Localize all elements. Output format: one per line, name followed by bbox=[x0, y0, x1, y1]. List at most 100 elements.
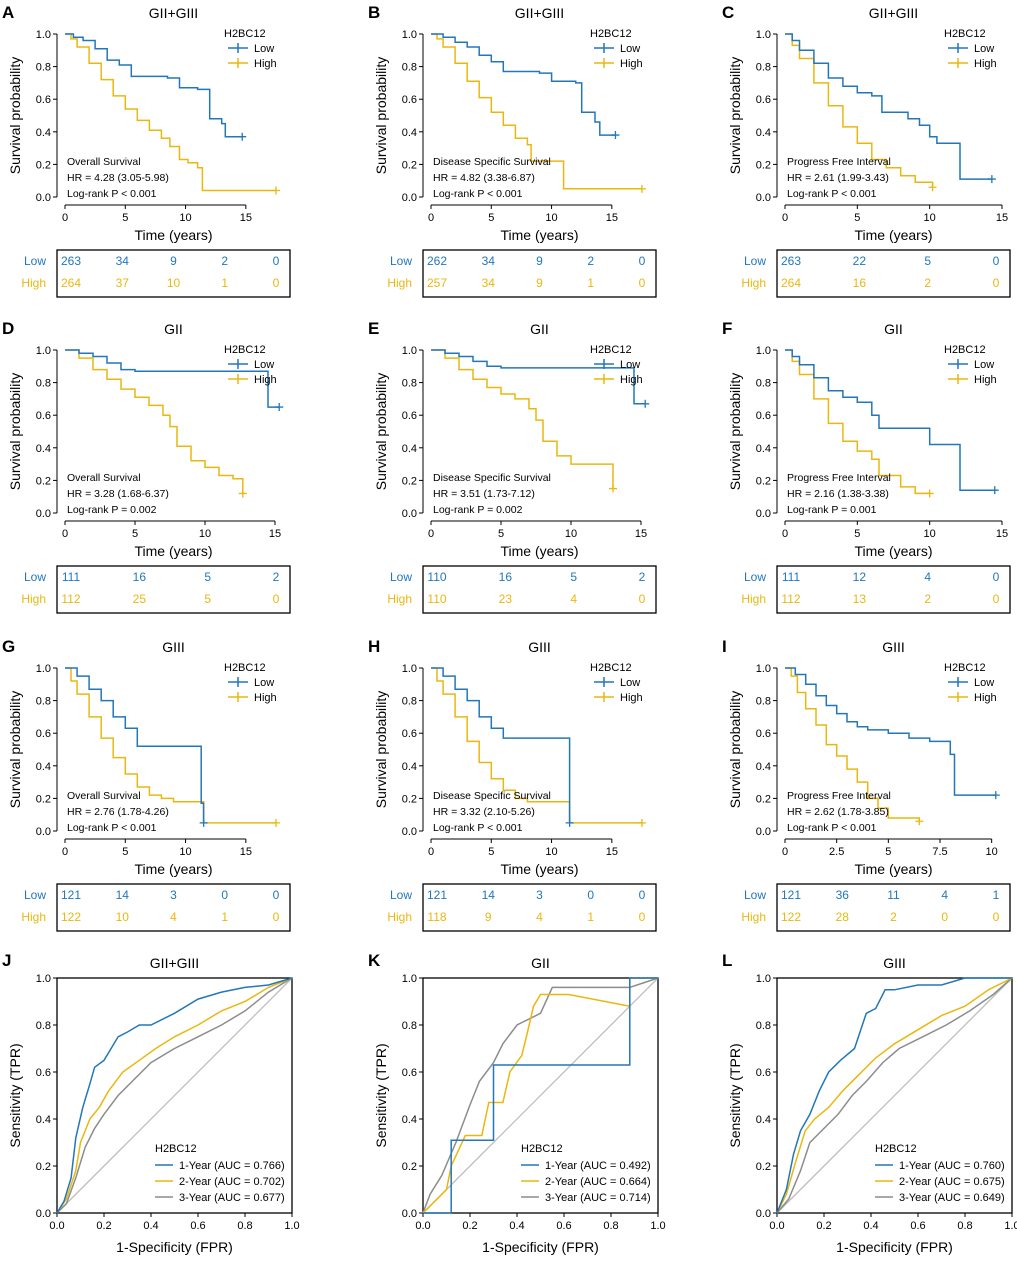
legend-label: 3-Year (AUC = 0.677) bbox=[179, 1192, 285, 1204]
risk-count-low: 3 bbox=[536, 888, 543, 902]
y-tick-label: 1.0 bbox=[402, 345, 417, 357]
stat-name: Overall Survival bbox=[67, 472, 141, 484]
stat-hr: HR = 2.61 (1.99-3.43) bbox=[787, 172, 889, 184]
risk-count-high: 264 bbox=[781, 276, 801, 290]
x-tick-label: 15 bbox=[240, 212, 252, 224]
x-tick-label: 0 bbox=[428, 528, 434, 540]
risk-count-low: 0 bbox=[221, 888, 228, 902]
panel-title: GIII bbox=[882, 639, 905, 655]
risk-count-high: 2 bbox=[924, 592, 931, 606]
y-tick-label: 0.6 bbox=[402, 94, 417, 106]
risk-count-low: 5 bbox=[570, 570, 577, 584]
censor-mark bbox=[238, 132, 247, 141]
risk-row-label-high: High bbox=[387, 592, 412, 606]
risk-count-high: 9 bbox=[536, 276, 543, 290]
risk-count-high: 0 bbox=[273, 592, 280, 606]
risk-row-label-low: Low bbox=[24, 888, 46, 902]
legend-swatch bbox=[594, 359, 614, 369]
stat-hr: HR = 4.82 (3.38-6.87) bbox=[433, 172, 535, 184]
x-tick-label: 0 bbox=[782, 528, 788, 540]
x-tick-label: 15 bbox=[606, 212, 618, 224]
stat-name: Progress Free Interval bbox=[787, 472, 891, 484]
risk-count-low: 2 bbox=[273, 570, 280, 584]
km-panel-e: E GII 0.0 0.2 0.4 0.6 0.8 1.0 0 5 10 15 Time (years)… bbox=[368, 319, 657, 614]
legend-title: H2BC12 bbox=[590, 662, 632, 674]
stat-pval: Log-rank P < 0.001 bbox=[787, 822, 877, 834]
legend-label: 3-Year (AUC = 0.649) bbox=[899, 1192, 1005, 1204]
x-axis-label: 1-Specificity (FPR) bbox=[116, 1239, 233, 1255]
panel-title: GII+GIII bbox=[869, 5, 918, 21]
panel-letter: D bbox=[2, 319, 14, 338]
stat-hr: HR = 2.16 (1.38-3.38) bbox=[787, 488, 889, 500]
legend-label: High bbox=[974, 58, 997, 70]
panel-title: GII bbox=[884, 321, 903, 337]
risk-row-label-high: High bbox=[741, 910, 766, 924]
x-tick-label: 10 bbox=[986, 846, 998, 858]
roc-curve-1-year bbox=[56, 977, 293, 1214]
panel-letter: F bbox=[722, 319, 732, 338]
risk-count-low: 0 bbox=[639, 888, 646, 902]
stat-pval: Log-rank P < 0.001 bbox=[67, 822, 157, 834]
panel-letter: I bbox=[722, 637, 727, 656]
legend-title: H2BC12 bbox=[590, 344, 632, 356]
risk-count-low: 22 bbox=[853, 254, 867, 268]
plot-frame bbox=[422, 977, 659, 1214]
x-tick-label: 15 bbox=[996, 212, 1008, 224]
y-tick-label: 0.6 bbox=[756, 94, 771, 106]
risk-row-label-low: Low bbox=[390, 254, 412, 268]
stat-name: Overall Survival bbox=[67, 156, 141, 168]
risk-count-high: 122 bbox=[61, 910, 81, 924]
y-tick-label: 1.0 bbox=[756, 29, 771, 41]
x-tick-label: 0 bbox=[782, 846, 788, 858]
y-tick-label: 0.8 bbox=[402, 1020, 417, 1032]
panel-title: GII bbox=[531, 955, 550, 971]
risk-row-label-high: High bbox=[387, 910, 412, 924]
risk-count-low: 121 bbox=[61, 888, 81, 902]
x-tick-label: 0.8 bbox=[957, 1220, 972, 1232]
panel-title: GIII bbox=[162, 639, 185, 655]
y-tick-label: 0.2 bbox=[36, 475, 51, 487]
risk-row-label-low: Low bbox=[24, 254, 46, 268]
legend-label: Low bbox=[254, 359, 274, 371]
x-tick-label: 10 bbox=[924, 212, 936, 224]
x-tick-label: 0 bbox=[62, 528, 68, 540]
risk-count-low: 121 bbox=[427, 888, 447, 902]
risk-row-label-low: Low bbox=[744, 570, 766, 584]
panel-letter: H bbox=[368, 637, 380, 656]
stat-hr: HR = 4.28 (3.05-5.98) bbox=[67, 172, 169, 184]
x-tick-label: 0.2 bbox=[462, 1220, 477, 1232]
y-axis-label: Sensitivity (TPR) bbox=[727, 1043, 743, 1147]
x-tick-label: 5 bbox=[122, 846, 128, 858]
risk-row-label-low: Low bbox=[744, 254, 766, 268]
roc-curve-2-year bbox=[776, 977, 1013, 1214]
legend-swatch bbox=[594, 677, 614, 687]
risk-count-low: 5 bbox=[204, 570, 211, 584]
roc-curve-2-year bbox=[56, 977, 293, 1214]
risk-count-low: 16 bbox=[499, 570, 513, 584]
risk-count-low: 36 bbox=[836, 888, 850, 902]
risk-count-high: 118 bbox=[427, 910, 446, 924]
stat-pval: Log-rank P = 0.001 bbox=[787, 504, 877, 516]
risk-count-low: 34 bbox=[116, 254, 130, 268]
risk-table-box bbox=[776, 883, 1011, 932]
legend-title: H2BC12 bbox=[224, 662, 266, 674]
risk-count-high: 1 bbox=[587, 276, 594, 290]
y-tick-label: 0.6 bbox=[756, 1067, 771, 1079]
censor-mark bbox=[271, 186, 280, 195]
y-tick-label: 0.0 bbox=[756, 826, 771, 838]
panel-title: GII bbox=[530, 321, 549, 337]
x-tick-label: 0.0 bbox=[769, 1220, 784, 1232]
risk-count-high: 122 bbox=[781, 910, 801, 924]
risk-count-high: 264 bbox=[61, 276, 81, 290]
legend-label: 1-Year (AUC = 0.492) bbox=[545, 1160, 651, 1172]
legend-label: 1-Year (AUC = 0.760) bbox=[899, 1160, 1005, 1172]
y-tick-label: 0.0 bbox=[36, 826, 51, 838]
y-tick-label: 0.6 bbox=[36, 728, 51, 740]
risk-count-high: 257 bbox=[427, 276, 447, 290]
x-tick-label: 0 bbox=[428, 846, 434, 858]
censor-mark bbox=[637, 184, 646, 193]
censor-mark bbox=[609, 484, 617, 493]
km-curve-high bbox=[785, 349, 930, 495]
stat-name: Overall Survival bbox=[67, 790, 141, 802]
x-tick-label: 15 bbox=[606, 846, 618, 858]
